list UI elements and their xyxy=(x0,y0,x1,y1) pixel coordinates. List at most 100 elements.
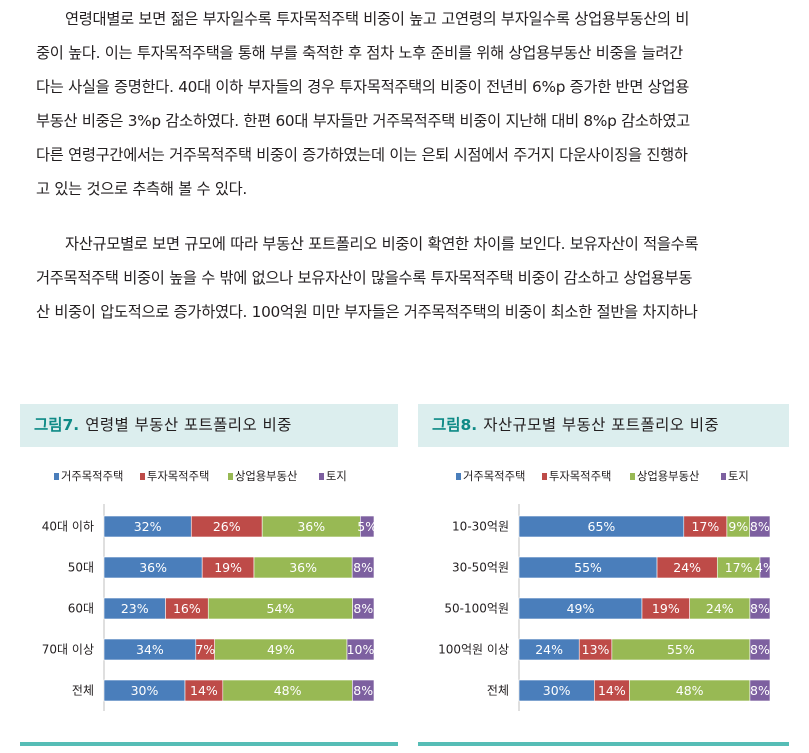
bar-segment xyxy=(759,556,771,579)
paragraph-line: 부동산 비중은 3%p 감소하였다. 한편 60대 부자들만 거주목적주택 비중… xyxy=(36,112,690,130)
data-label: 19% xyxy=(214,560,242,575)
data-label: 19% xyxy=(652,601,680,616)
data-label: 24% xyxy=(535,642,563,657)
category-label: 50대 xyxy=(68,561,94,575)
category-label: 60대 xyxy=(68,602,94,616)
data-label: 16% xyxy=(173,601,201,616)
figure-title: 그림7. 연령별 부동산 포트폴리오 비중 xyxy=(34,413,292,437)
figure-bottom-rule xyxy=(418,742,789,746)
category-label: 50-100억원 xyxy=(444,602,509,616)
data-label: 13% xyxy=(582,642,610,657)
category-label: 70대 이상 xyxy=(42,643,94,657)
data-label: 10% xyxy=(347,642,375,657)
category-label: 전체 xyxy=(487,684,509,698)
bar-segment xyxy=(749,638,771,661)
figure-caption: 연령별 부동산 포트폴리오 비중 xyxy=(85,416,292,434)
paragraph-line: 고 있는 것으로 추측해 볼 수 있다. xyxy=(36,180,247,198)
figure-bottom-rule xyxy=(20,742,398,746)
category-label: 100억원 이상 xyxy=(438,643,509,657)
bar-segment xyxy=(749,597,771,620)
data-label: 17% xyxy=(691,519,719,534)
data-label: 34% xyxy=(136,642,164,657)
data-label: 55% xyxy=(667,642,695,657)
paragraph-line: 거주목적주택 비중이 높을 수 밖에 없으나 보유자산이 많을수록 투자목적주택… xyxy=(36,269,693,287)
bar-segment xyxy=(352,597,375,620)
legend-swatch xyxy=(228,473,233,480)
legend-swatch xyxy=(456,473,461,480)
figure-number: 그림8. xyxy=(432,416,478,434)
bar-segment xyxy=(360,515,375,538)
data-label: 36% xyxy=(297,519,325,534)
paragraph-line: 다른 연령구간에서는 거주목적주택 비중이 증가하였는데 이는 은퇴 시점에서 … xyxy=(36,146,688,164)
figure-header: 그림8. 자산규모별 부동산 포트폴리오 비중 xyxy=(418,404,789,447)
legend-swatch xyxy=(542,473,547,480)
data-label: 48% xyxy=(676,683,704,698)
legend-swatch xyxy=(140,473,145,480)
age-portfolio-chart: 거주목적주택 투자목적주택 상업용부동산 토지 40대 이하 32% 26% 36% 5% 50대… xyxy=(42,470,377,711)
data-label: 36% xyxy=(139,560,167,575)
bar-segment xyxy=(749,679,771,702)
data-label: 55% xyxy=(574,560,602,575)
paragraph-asset-analysis: 자산규모별로 보면 규모에 따라 부동산 포트폴리오 비중이 확연한 차이를 보… xyxy=(36,227,778,329)
legend-label: 상업용부동산 xyxy=(235,470,297,483)
data-label: 49% xyxy=(567,601,595,616)
data-label: 36% xyxy=(289,560,317,575)
bar-segment xyxy=(352,679,375,702)
legend-label: 거주목적주택 xyxy=(463,470,525,483)
legend-swatch xyxy=(630,473,635,480)
figure-8: 그림8. 자산규모별 부동산 포트폴리오 비중 거주목적주택 투자목적주택 상업용부동… xyxy=(418,404,789,753)
data-label: 48% xyxy=(274,683,302,698)
data-label: 23% xyxy=(121,601,149,616)
paragraph-line: 자산규모별로 보면 규모에 따라 부동산 포트폴리오 비중이 확연한 차이를 보… xyxy=(65,235,699,253)
data-label: 32% xyxy=(134,519,162,534)
category-label: 30-50억원 xyxy=(452,561,509,575)
paragraph-line: 중이 높다. 이는 투자목적주택을 통해 부를 축적한 후 점차 노후 준비를 … xyxy=(36,44,683,62)
data-label: 4% xyxy=(755,560,775,575)
figure-title: 그림8. 자산규모별 부동산 포트폴리오 비중 xyxy=(432,413,719,437)
legend-label: 투자목적주택 xyxy=(147,470,209,483)
paragraph-age-analysis: 연령대별로 보면 젊은 부자일수록 투자목적주택 비중이 높고 고연령의 부자일… xyxy=(36,2,778,206)
figure-number: 그림7. xyxy=(34,416,80,434)
data-label: 24% xyxy=(706,601,734,616)
bar-segment xyxy=(346,638,375,661)
figure-header: 그림7. 연령별 부동산 포트폴리오 비중 xyxy=(20,404,398,447)
data-label: 8% xyxy=(353,683,373,698)
data-label: 65% xyxy=(588,519,616,534)
data-label: 30% xyxy=(131,683,159,698)
data-label: 8% xyxy=(750,601,770,616)
legend-label: 토지 xyxy=(728,470,749,483)
data-label: 8% xyxy=(353,560,373,575)
data-label: 30% xyxy=(543,683,571,698)
data-label: 8% xyxy=(353,601,373,616)
legend-swatch xyxy=(721,473,726,480)
paragraph-line: 연령대별로 보면 젊은 부자일수록 투자목적주택 비중이 높고 고연령의 부자일… xyxy=(65,10,690,28)
data-label: 14% xyxy=(598,683,626,698)
data-label: 17% xyxy=(725,560,753,575)
data-label: 9% xyxy=(728,519,748,534)
bar-segment xyxy=(749,515,771,538)
legend: 거주목적주택 투자목적주택 상업용부동산 토지 xyxy=(456,470,749,483)
data-label: 14% xyxy=(190,683,218,698)
legend-label: 거주목적주택 xyxy=(61,470,123,483)
data-label: 26% xyxy=(213,519,241,534)
bar-segment xyxy=(351,556,375,579)
data-label: 5% xyxy=(357,519,377,534)
data-label: 8% xyxy=(750,519,770,534)
category-label: 40대 이하 xyxy=(42,520,94,534)
data-label: 54% xyxy=(267,601,295,616)
paragraph-line: 다는 사실을 증명한다. 40대 이하 부자들의 경우 투자목적주택의 비중이 … xyxy=(36,78,689,96)
data-label: 7% xyxy=(195,642,215,657)
category-label: 전체 xyxy=(72,684,94,698)
data-label: 8% xyxy=(750,642,770,657)
legend-label: 토지 xyxy=(326,470,347,483)
data-label: 8% xyxy=(750,683,770,698)
legend-swatch xyxy=(319,473,324,480)
figure-7: 그림7. 연령별 부동산 포트폴리오 비중 거주목적주택 투자목적주택 상업용부동산 토… xyxy=(20,404,398,753)
figure-caption: 자산규모별 부동산 포트폴리오 비중 xyxy=(483,416,720,434)
data-label: 24% xyxy=(673,560,701,575)
data-label: 49% xyxy=(267,642,295,657)
paragraph-line: 산 비중이 압도적으로 증가하였다. 100억원 미만 부자들은 거주목적주택의… xyxy=(36,303,698,321)
category-label: 10-30억원 xyxy=(452,520,509,534)
legend-label: 상업용부동산 xyxy=(637,470,699,483)
